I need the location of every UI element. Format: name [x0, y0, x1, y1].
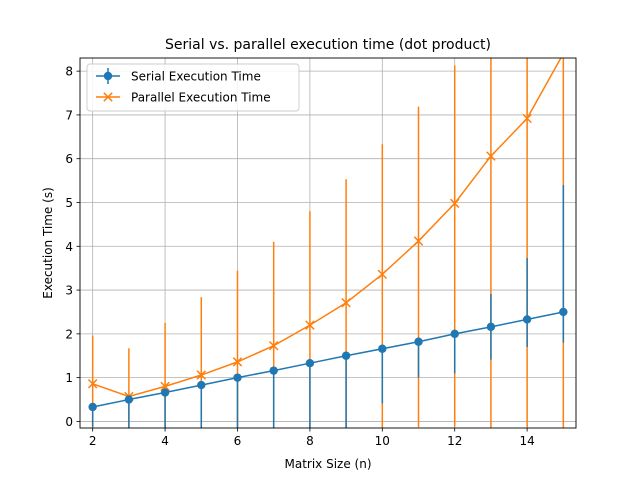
grid — [80, 58, 576, 428]
x-tick-label: 12 — [447, 434, 462, 448]
data-point — [559, 58, 568, 59]
data-point — [341, 298, 351, 308]
x-tick-label: 8 — [306, 434, 314, 448]
data-point — [486, 322, 496, 332]
data-point — [522, 315, 532, 324]
y-tick-label: 3 — [65, 284, 73, 298]
data-point — [196, 370, 207, 380]
data-point — [87, 379, 98, 389]
legend-label: Parallel Execution Time — [131, 91, 271, 105]
legend-marker — [103, 92, 113, 102]
data-point — [522, 113, 532, 124]
y-tick-label: 8 — [65, 65, 73, 79]
data-point — [269, 366, 278, 375]
data-point — [233, 373, 242, 382]
data-point — [88, 402, 97, 412]
legend-box — [86, 63, 300, 112]
data-point — [160, 388, 170, 397]
plot-area — [87, 58, 568, 428]
y-axis-label: Execution Time (s) — [41, 187, 55, 299]
data-point — [486, 151, 496, 161]
x-tick-label: 14 — [519, 434, 534, 448]
series-line — [92, 311, 564, 408]
data-point — [378, 344, 387, 353]
x-tick-label: 6 — [234, 434, 242, 448]
legend: Serial Execution Time Parallel Execution … — [86, 63, 300, 112]
y-tick-label: 6 — [65, 152, 73, 166]
y-tick-label: 7 — [65, 108, 73, 122]
data-point — [305, 358, 315, 368]
data-point — [268, 340, 279, 351]
x-tick-label: 10 — [375, 434, 390, 448]
legend-marker — [103, 71, 113, 81]
x-tick-label: 4 — [161, 434, 169, 448]
data-point — [413, 236, 424, 246]
y-tick-label: 2 — [65, 327, 73, 341]
data-point — [160, 381, 170, 392]
data-point — [449, 198, 460, 209]
y-tick-label: 5 — [65, 196, 73, 210]
y-tick-label: 0 — [65, 415, 73, 429]
data-point — [305, 320, 315, 330]
y-tick-label: 1 — [65, 371, 73, 385]
data-point — [559, 307, 568, 317]
data-point — [232, 357, 243, 367]
legend-label: Serial Execution Time — [131, 70, 261, 84]
data-point — [341, 351, 351, 360]
x-tick-label: 2 — [89, 434, 97, 448]
x-axis-label: Matrix Size (n) — [284, 457, 371, 471]
y-tick-label: 4 — [65, 240, 73, 254]
chart-title: Serial vs. parallel execution time (dot … — [165, 37, 491, 53]
data-point — [124, 395, 134, 404]
data-point — [414, 337, 423, 346]
data-point — [450, 329, 459, 339]
data-point — [377, 269, 388, 280]
plot-frame — [79, 57, 577, 429]
data-point — [197, 380, 206, 390]
series-line — [92, 58, 562, 398]
